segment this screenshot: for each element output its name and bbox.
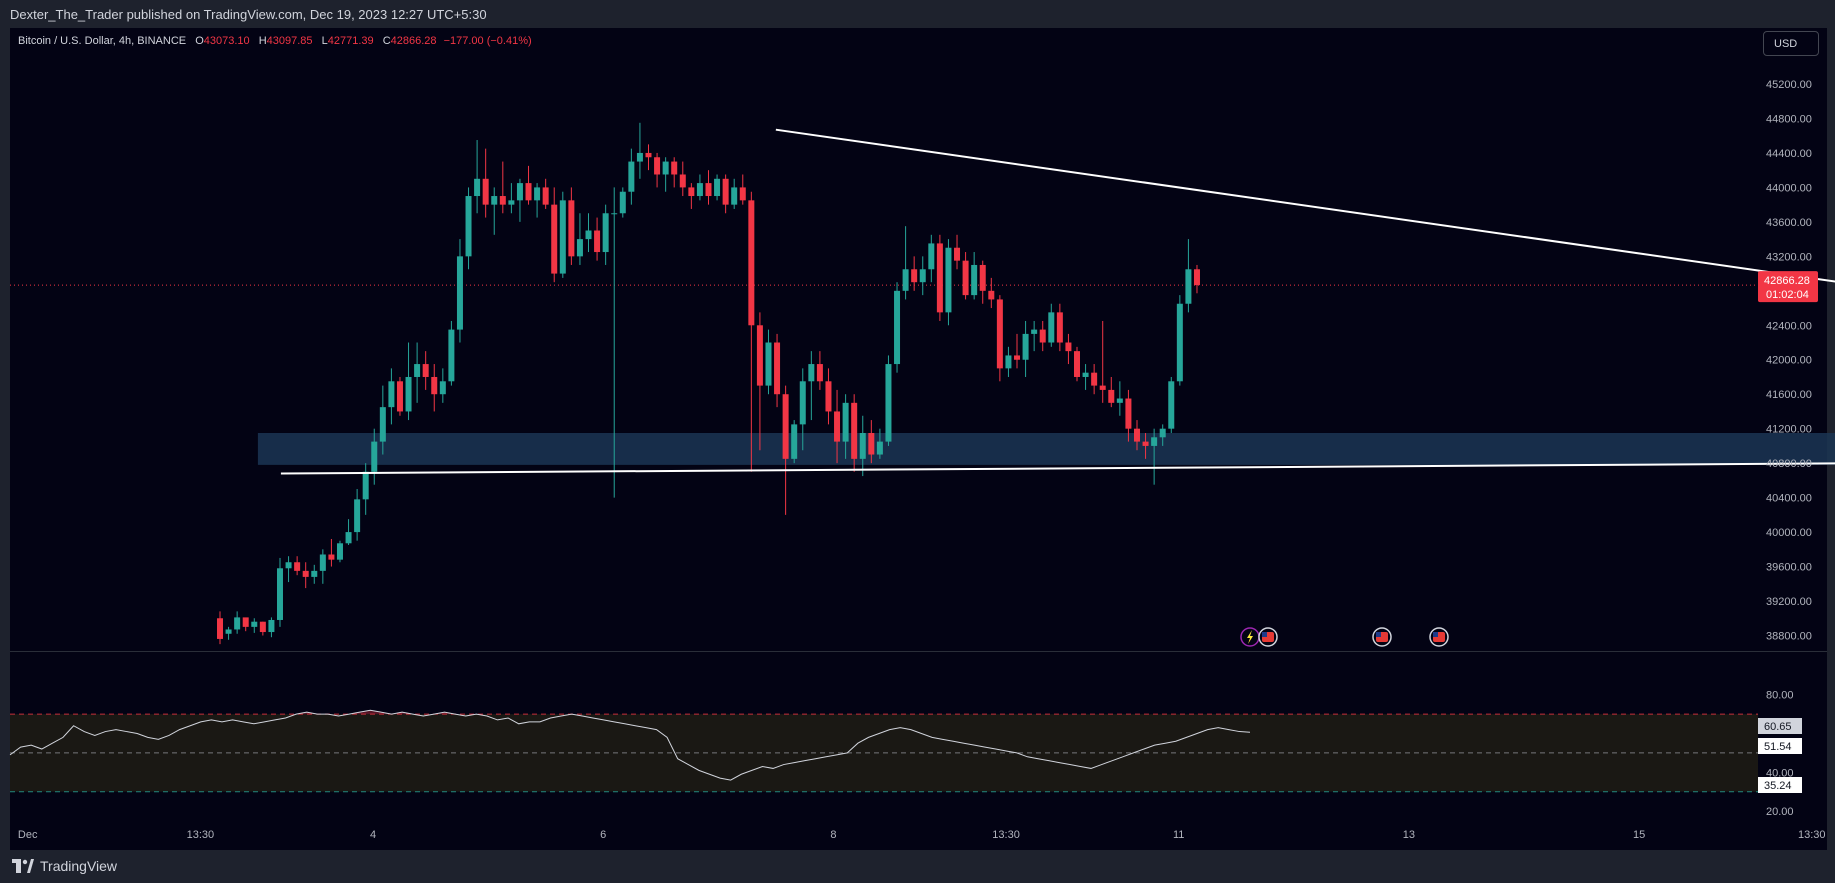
- low-label: L: [321, 35, 328, 47]
- tradingview-brand[interactable]: TradingView: [12, 858, 117, 874]
- high-label: H: [258, 35, 267, 47]
- footer-bar: TradingView: [0, 850, 1835, 883]
- symbol-name: Bitcoin / U.S. Dollar, 4h, BINANCE: [18, 35, 187, 47]
- tradingview-logo-icon: [12, 859, 34, 873]
- brand-name: TradingView: [40, 858, 118, 874]
- change-value: −177.00 (−0.41%): [443, 35, 532, 47]
- close-label: C: [382, 35, 391, 47]
- open-label: O: [195, 35, 204, 47]
- symbol-legend: Bitcoin / U.S. Dollar, 4h, BINANCE O4307…: [18, 35, 532, 47]
- open-value: 43073.10: [203, 35, 250, 47]
- publish-bar: Dexter_The_Trader published on TradingVi…: [0, 0, 1835, 28]
- low-value: 42771.39: [327, 35, 374, 47]
- chart-frame[interactable]: [10, 28, 1827, 850]
- high-value: 43097.85: [266, 35, 313, 47]
- published-info: Dexter_The_Trader published on TradingVi…: [10, 7, 487, 22]
- close-value: 42866.28: [390, 35, 437, 47]
- currency-button[interactable]: USD: [1763, 31, 1819, 56]
